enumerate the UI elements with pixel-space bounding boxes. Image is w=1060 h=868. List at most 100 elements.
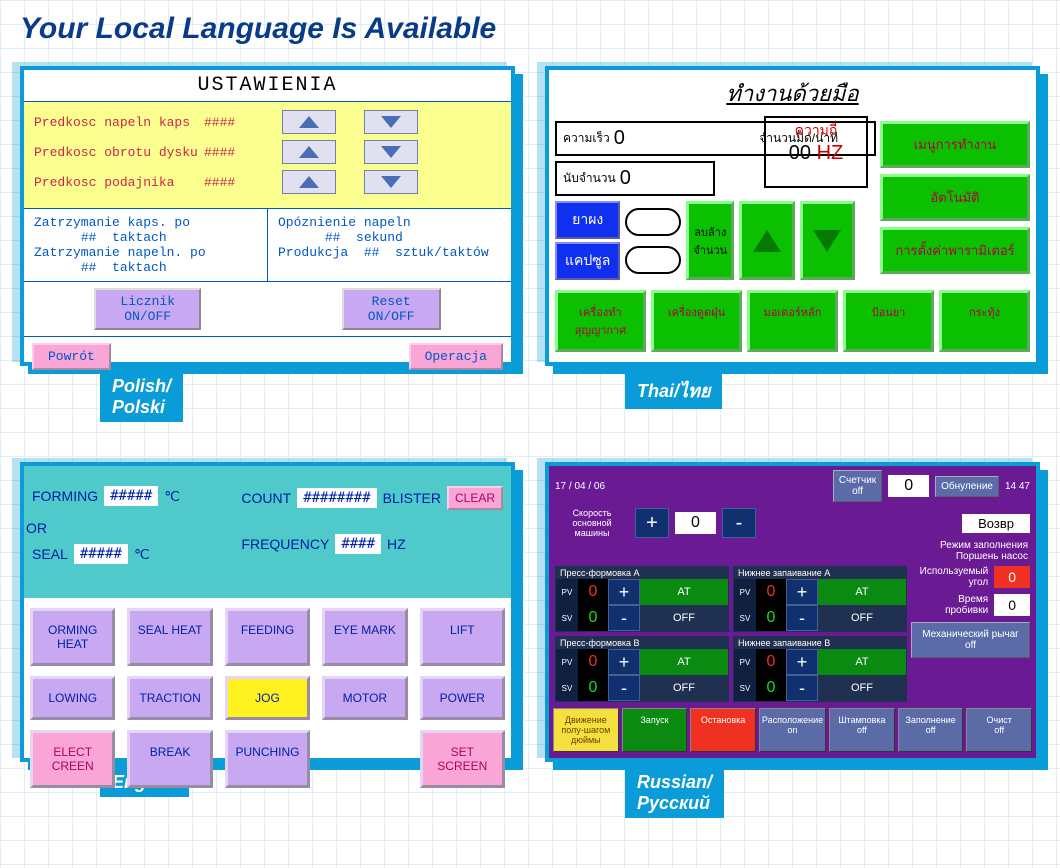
clear-count-button[interactable]: ลบล้าง จำนวน bbox=[686, 201, 734, 280]
powder-button[interactable]: ยาผง bbox=[555, 201, 620, 239]
footer-button[interactable]: Заполнение off bbox=[898, 708, 964, 752]
at-button[interactable]: AT bbox=[640, 579, 728, 605]
plus-button[interactable]: + bbox=[786, 579, 818, 605]
plus-button[interactable]: + bbox=[608, 649, 640, 675]
punching-button[interactable]: PUNCHING bbox=[225, 730, 310, 788]
back-button[interactable]: Powrót bbox=[32, 343, 111, 370]
feed-button[interactable]: ป้อนยา bbox=[843, 290, 934, 352]
english-top: FORMING ##### ℃ OR SEAL ##### ℃ COUNT ##… bbox=[24, 466, 511, 598]
count-value: 0 bbox=[620, 167, 631, 190]
minus-button[interactable]: - bbox=[608, 605, 640, 631]
polish-btns: Licznik ON/OFF Reset ON/OFF bbox=[24, 282, 511, 337]
plus-button[interactable]: + bbox=[608, 579, 640, 605]
elect-creen-button[interactable]: ELECT CREEN bbox=[30, 730, 115, 788]
arrow-down-button[interactable] bbox=[364, 170, 418, 194]
traction-button[interactable]: TRACTION bbox=[127, 676, 212, 720]
speed-value: 0 bbox=[675, 512, 716, 534]
reset-button[interactable]: Обнуление bbox=[935, 476, 999, 497]
triangle-up-icon bbox=[299, 116, 319, 128]
block-title: Пресс-формовка А bbox=[556, 567, 728, 579]
angle-value: 0 bbox=[994, 566, 1030, 588]
lift-button[interactable]: LIFT bbox=[420, 608, 505, 666]
indicators bbox=[625, 201, 681, 280]
power-button[interactable]: POWER bbox=[420, 676, 505, 720]
mech-lever-button[interactable]: Механический рычаг off bbox=[911, 622, 1030, 658]
back-button[interactable]: Возвр bbox=[962, 514, 1030, 533]
at-button[interactable]: AT bbox=[818, 649, 906, 675]
lowing-button[interactable]: LOWING bbox=[30, 676, 115, 720]
clear-button[interactable]: CLEAR bbox=[447, 486, 503, 510]
arrow-down-button[interactable] bbox=[364, 110, 418, 134]
orming-heat-button[interactable]: ORMING HEAT bbox=[30, 608, 115, 666]
footer-button[interactable]: Расположение on bbox=[759, 708, 826, 752]
seal-heat-button[interactable]: SEAL HEAT bbox=[127, 608, 212, 666]
arrow-up-button[interactable] bbox=[739, 201, 794, 280]
eye-mark-button[interactable]: EYE MARK bbox=[322, 608, 407, 666]
set-screen-button[interactable]: SET SCREEN bbox=[420, 730, 505, 788]
english-panel-wrap: FORMING ##### ℃ OR SEAL ##### ℃ COUNT ##… bbox=[20, 462, 515, 818]
setting-row: Predkosc podajnika #### bbox=[34, 170, 501, 194]
motor-button[interactable]: MOTOR bbox=[322, 676, 407, 720]
text: Opóznienie napeln bbox=[278, 215, 501, 230]
pv-label: PV bbox=[734, 579, 756, 605]
at-button[interactable]: AT bbox=[818, 579, 906, 605]
off-button[interactable]: OFF bbox=[640, 675, 728, 701]
jog-button[interactable]: JOG bbox=[225, 676, 310, 720]
motor-button[interactable]: มอเตอร์หลัก bbox=[747, 290, 838, 352]
control-block: Нижнее запаивание АPV0+ATSV0-OFF bbox=[733, 566, 907, 632]
pv-value: 0 bbox=[578, 579, 608, 605]
operation-button[interactable]: Operacja bbox=[409, 343, 503, 370]
block-title: Пресс-формовка В bbox=[556, 637, 728, 649]
arrow-up-button[interactable] bbox=[282, 170, 336, 194]
push-button[interactable]: กระทุ้ง bbox=[939, 290, 1030, 352]
break-button[interactable]: BREAK bbox=[127, 730, 212, 788]
minus-button[interactable]: - bbox=[786, 605, 818, 631]
counter-button[interactable]: Счетчик off bbox=[833, 470, 882, 502]
text: Produkcja ## sztuk/taktów bbox=[278, 245, 501, 260]
off-button[interactable]: OFF bbox=[818, 605, 906, 631]
off-button[interactable]: OFF bbox=[818, 675, 906, 701]
counter-button[interactable]: Licznik ON/OFF bbox=[94, 288, 201, 330]
arrow-down-button[interactable] bbox=[364, 140, 418, 164]
setting-value: #### bbox=[204, 145, 254, 160]
footer-button[interactable]: Движение полу-шагом дюймы bbox=[553, 708, 619, 752]
date-text: 17 / 04 / 06 bbox=[555, 481, 605, 492]
text: ## taktach bbox=[34, 230, 257, 245]
or-label: OR bbox=[26, 520, 235, 536]
polish-col1: Zatrzymanie kaps. po ## taktach Zatrzyma… bbox=[24, 209, 268, 281]
dust-button[interactable]: เครื่องดูดฝุ่น bbox=[651, 290, 742, 352]
speed-label: ความเร็ว bbox=[563, 129, 610, 148]
off-button[interactable]: OFF bbox=[640, 605, 728, 631]
page-title: Your Local Language Is Available bbox=[20, 12, 1040, 46]
count-label: นับจำนวน bbox=[563, 169, 616, 188]
footer-button[interactable]: Штамповка off bbox=[829, 708, 895, 752]
capsule-button[interactable]: แคปซูล bbox=[555, 242, 620, 280]
minus-button[interactable]: - bbox=[786, 675, 818, 701]
menu-button[interactable]: เมนูการทำงาน bbox=[880, 121, 1030, 168]
arrow-up-button[interactable] bbox=[282, 140, 336, 164]
arrow-up-button[interactable] bbox=[282, 110, 336, 134]
feeding-button[interactable]: FEEDING bbox=[225, 608, 310, 666]
reset-button[interactable]: Reset ON/OFF bbox=[342, 288, 441, 330]
footer-button[interactable]: Очист off bbox=[966, 708, 1032, 752]
footer-button[interactable]: Запуск bbox=[622, 708, 688, 752]
counter-value: 0 bbox=[888, 475, 929, 497]
control-block: Нижнее запаивание ВPV0+ATSV0-OFF bbox=[733, 636, 907, 702]
arrow-down-button[interactable] bbox=[800, 201, 855, 280]
param-button[interactable]: การตั้งค่าพารามิเตอร์ bbox=[880, 227, 1030, 274]
auto-button[interactable]: อัตโนมัติ bbox=[880, 174, 1030, 221]
vacuum-button[interactable]: เครื่องทำสุญญากาศ bbox=[555, 290, 646, 352]
footer-button[interactable]: Остановка bbox=[690, 708, 756, 752]
pv-label: PV bbox=[556, 579, 578, 605]
minus-button[interactable]: - bbox=[608, 675, 640, 701]
seal-label: SEAL bbox=[32, 546, 68, 562]
control-block: Пресс-формовка АPV0+ATSV0-OFF bbox=[555, 566, 729, 632]
minus-button[interactable]: - bbox=[722, 508, 756, 538]
polish-header: USTAWIENIA bbox=[24, 70, 511, 102]
at-button[interactable]: AT bbox=[640, 649, 728, 675]
plus-button[interactable]: + bbox=[635, 508, 669, 538]
plus-button[interactable]: + bbox=[786, 649, 818, 675]
control-block: Пресс-формовка ВPV0+ATSV0-OFF bbox=[555, 636, 729, 702]
block-title: Нижнее запаивание В bbox=[734, 637, 906, 649]
pierce-value: 0 bbox=[994, 594, 1030, 616]
